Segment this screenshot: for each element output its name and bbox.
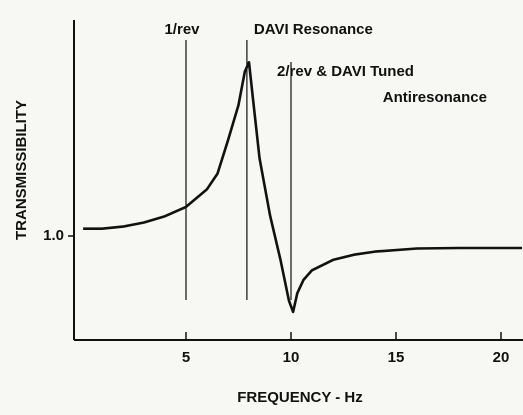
reference-label: Antiresonance (383, 89, 487, 106)
x-tick-label: 5 (182, 349, 190, 366)
x-axis-label: FREQUENCY - Hz (237, 389, 363, 406)
reference-label: 2/rev & DAVI Tuned (277, 63, 414, 80)
y-tick-label: 1.0 (43, 227, 64, 244)
x-tick-label: 10 (283, 349, 300, 366)
x-tick-label: 15 (388, 349, 405, 366)
reference-label: DAVI Resonance (254, 21, 373, 38)
reference-label: 1/rev (164, 21, 200, 38)
x-tick-label: 20 (493, 349, 510, 366)
y-axis-label: TRANSMISSIBILITY (13, 100, 30, 240)
curve (83, 61, 522, 314)
